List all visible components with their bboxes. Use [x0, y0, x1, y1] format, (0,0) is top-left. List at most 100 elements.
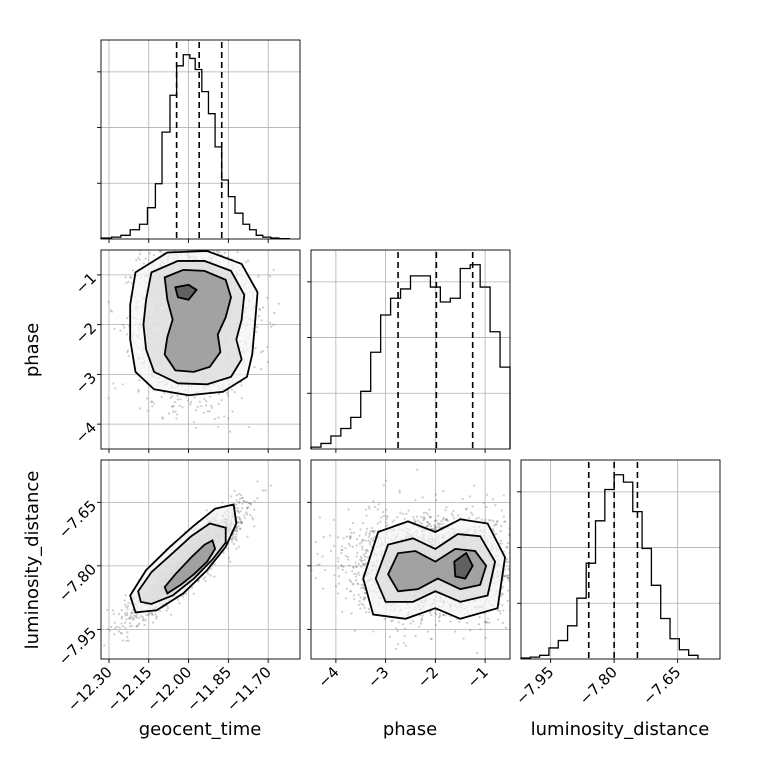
scatter-point — [135, 625, 138, 628]
scatter-point — [194, 409, 198, 412]
scatter-point — [213, 418, 216, 421]
scatter-point — [145, 397, 149, 400]
scatter-point — [253, 525, 256, 528]
scatter-point — [135, 616, 139, 619]
scatter-point — [158, 250, 161, 253]
scatter-point — [260, 351, 263, 354]
scatter-point — [247, 506, 250, 509]
scatter-point — [207, 245, 209, 247]
scatter-point — [235, 539, 238, 542]
scatter-point — [129, 616, 132, 619]
scatter-point — [247, 501, 251, 505]
scatter-point — [196, 406, 199, 409]
scatter-point — [233, 226, 235, 228]
scatter-point — [215, 234, 217, 236]
scatter-point — [195, 426, 198, 429]
scatter-point — [259, 308, 262, 311]
scatter-point — [240, 384, 243, 387]
scatter-point — [192, 421, 196, 424]
scatter-point — [117, 630, 121, 633]
scatter-point — [163, 216, 165, 218]
scatter-point — [126, 611, 129, 615]
scatter-point — [232, 542, 236, 546]
scatter-point — [190, 224, 192, 226]
scatter-point — [247, 426, 251, 429]
scatter-point — [212, 243, 214, 245]
scatter-point — [144, 618, 147, 621]
scatter-point — [238, 521, 242, 524]
scatter-point — [127, 354, 130, 357]
scatter-point — [240, 496, 243, 499]
scatter-point — [124, 603, 127, 606]
scatter-point — [112, 382, 115, 385]
scatter-point — [253, 508, 256, 511]
scatter-point — [123, 599, 126, 602]
scatter-point — [155, 615, 158, 618]
scatter-point — [103, 644, 106, 647]
scatter-point — [122, 326, 126, 329]
scatter-point — [120, 615, 124, 618]
scatter-point — [135, 614, 138, 617]
scatter-point — [213, 575, 216, 578]
scatter-point — [205, 400, 208, 403]
panel-frame — [310, 249, 511, 450]
scatter-point — [266, 345, 269, 349]
scatter-point — [138, 622, 141, 625]
scatter-point — [258, 307, 261, 311]
scatter-point — [260, 367, 263, 371]
scatter-point — [257, 275, 260, 278]
scatter-point — [174, 410, 177, 413]
scatter-point — [114, 387, 117, 390]
scatter-point — [230, 495, 233, 498]
scatter-point — [235, 527, 238, 530]
scatter-point — [161, 417, 165, 420]
scatter-point — [129, 615, 132, 618]
scatter-point — [138, 407, 141, 410]
scatter-point — [217, 416, 220, 419]
scatter-point — [235, 532, 238, 536]
scatter-point — [176, 398, 179, 401]
scatter-point — [240, 522, 243, 525]
scatter-point — [253, 500, 256, 503]
scatter-point — [130, 281, 133, 285]
scatter-point — [178, 602, 181, 605]
scatter-point — [182, 240, 184, 242]
scatter-point — [160, 250, 163, 253]
scatter-point — [131, 618, 134, 621]
scatter-point — [172, 405, 175, 408]
scatter-point — [218, 251, 221, 254]
scatter-point — [162, 226, 164, 228]
scatter-point — [235, 494, 239, 497]
scatter-point — [123, 621, 127, 624]
scatter-point — [217, 402, 220, 406]
scatter-point — [211, 214, 213, 216]
scatter-point — [210, 404, 213, 407]
scatter-point — [207, 572, 210, 576]
scatter-point — [218, 227, 220, 229]
scatter-point — [240, 521, 244, 524]
scatter-point — [148, 611, 152, 614]
scatter-point — [151, 613, 154, 617]
scatter-point — [235, 526, 238, 529]
scatter-point — [132, 269, 135, 272]
scatter-point — [144, 257, 147, 260]
scatter-point — [245, 500, 248, 503]
scatter-point — [154, 613, 157, 616]
histogram-phase — [310, 264, 511, 449]
scatter-point — [234, 528, 237, 532]
scatter-point — [138, 379, 141, 382]
scatter-point — [246, 507, 249, 510]
scatter-point — [106, 627, 110, 631]
scatter-point — [235, 529, 238, 532]
scatter-point — [220, 399, 223, 402]
contour-level-1 — [142, 260, 246, 386]
scatter-point — [189, 400, 193, 404]
scatter-point — [125, 317, 129, 320]
scatter-point — [230, 538, 234, 541]
scatter-point — [150, 400, 153, 403]
scatter-point — [235, 535, 238, 538]
panel-frame — [100, 249, 301, 450]
scatter-point — [113, 627, 117, 630]
scatter-point — [169, 396, 172, 399]
scatter-point — [234, 246, 236, 248]
